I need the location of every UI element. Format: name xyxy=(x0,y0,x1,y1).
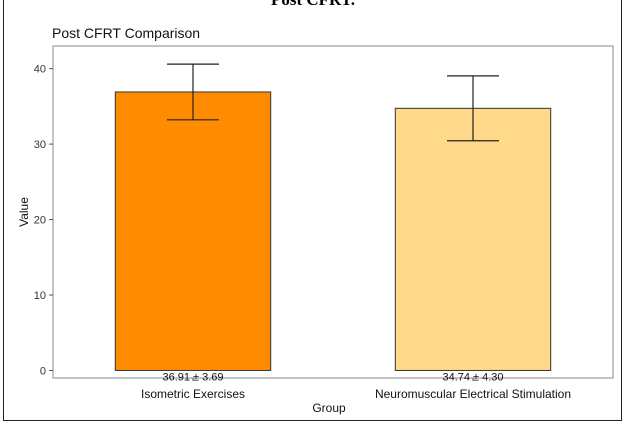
x-tick-label: Neuromuscular Electrical Stimulation xyxy=(375,387,571,401)
y-tick-label: 0 xyxy=(40,365,46,377)
x-tick-label: Isometric Exercises xyxy=(141,387,245,401)
data-label: 34.74 ± 4.30 xyxy=(442,371,503,383)
bar xyxy=(394,107,552,371)
y-axis-title: Value xyxy=(17,197,31,227)
y-axis: 0 10 20 30 40 xyxy=(34,64,53,377)
y-tick-label: 20 xyxy=(34,215,46,227)
y-tick-label: 40 xyxy=(34,64,46,76)
bars-group: 36.91 ± 3.69 Isometric Exercises 34.74 ± 4… xyxy=(114,63,571,401)
page-heading: Post CFRT. xyxy=(0,0,626,10)
y-tick-label: 30 xyxy=(34,139,46,151)
y-tick-label: 10 xyxy=(34,290,46,302)
chart-title: Post CFRT Comparison xyxy=(52,25,200,41)
x-axis-title: Group xyxy=(312,401,346,415)
bar xyxy=(114,91,272,371)
figure-frame xyxy=(3,0,622,421)
data-label: 36.91 ± 3.69 xyxy=(162,371,223,383)
